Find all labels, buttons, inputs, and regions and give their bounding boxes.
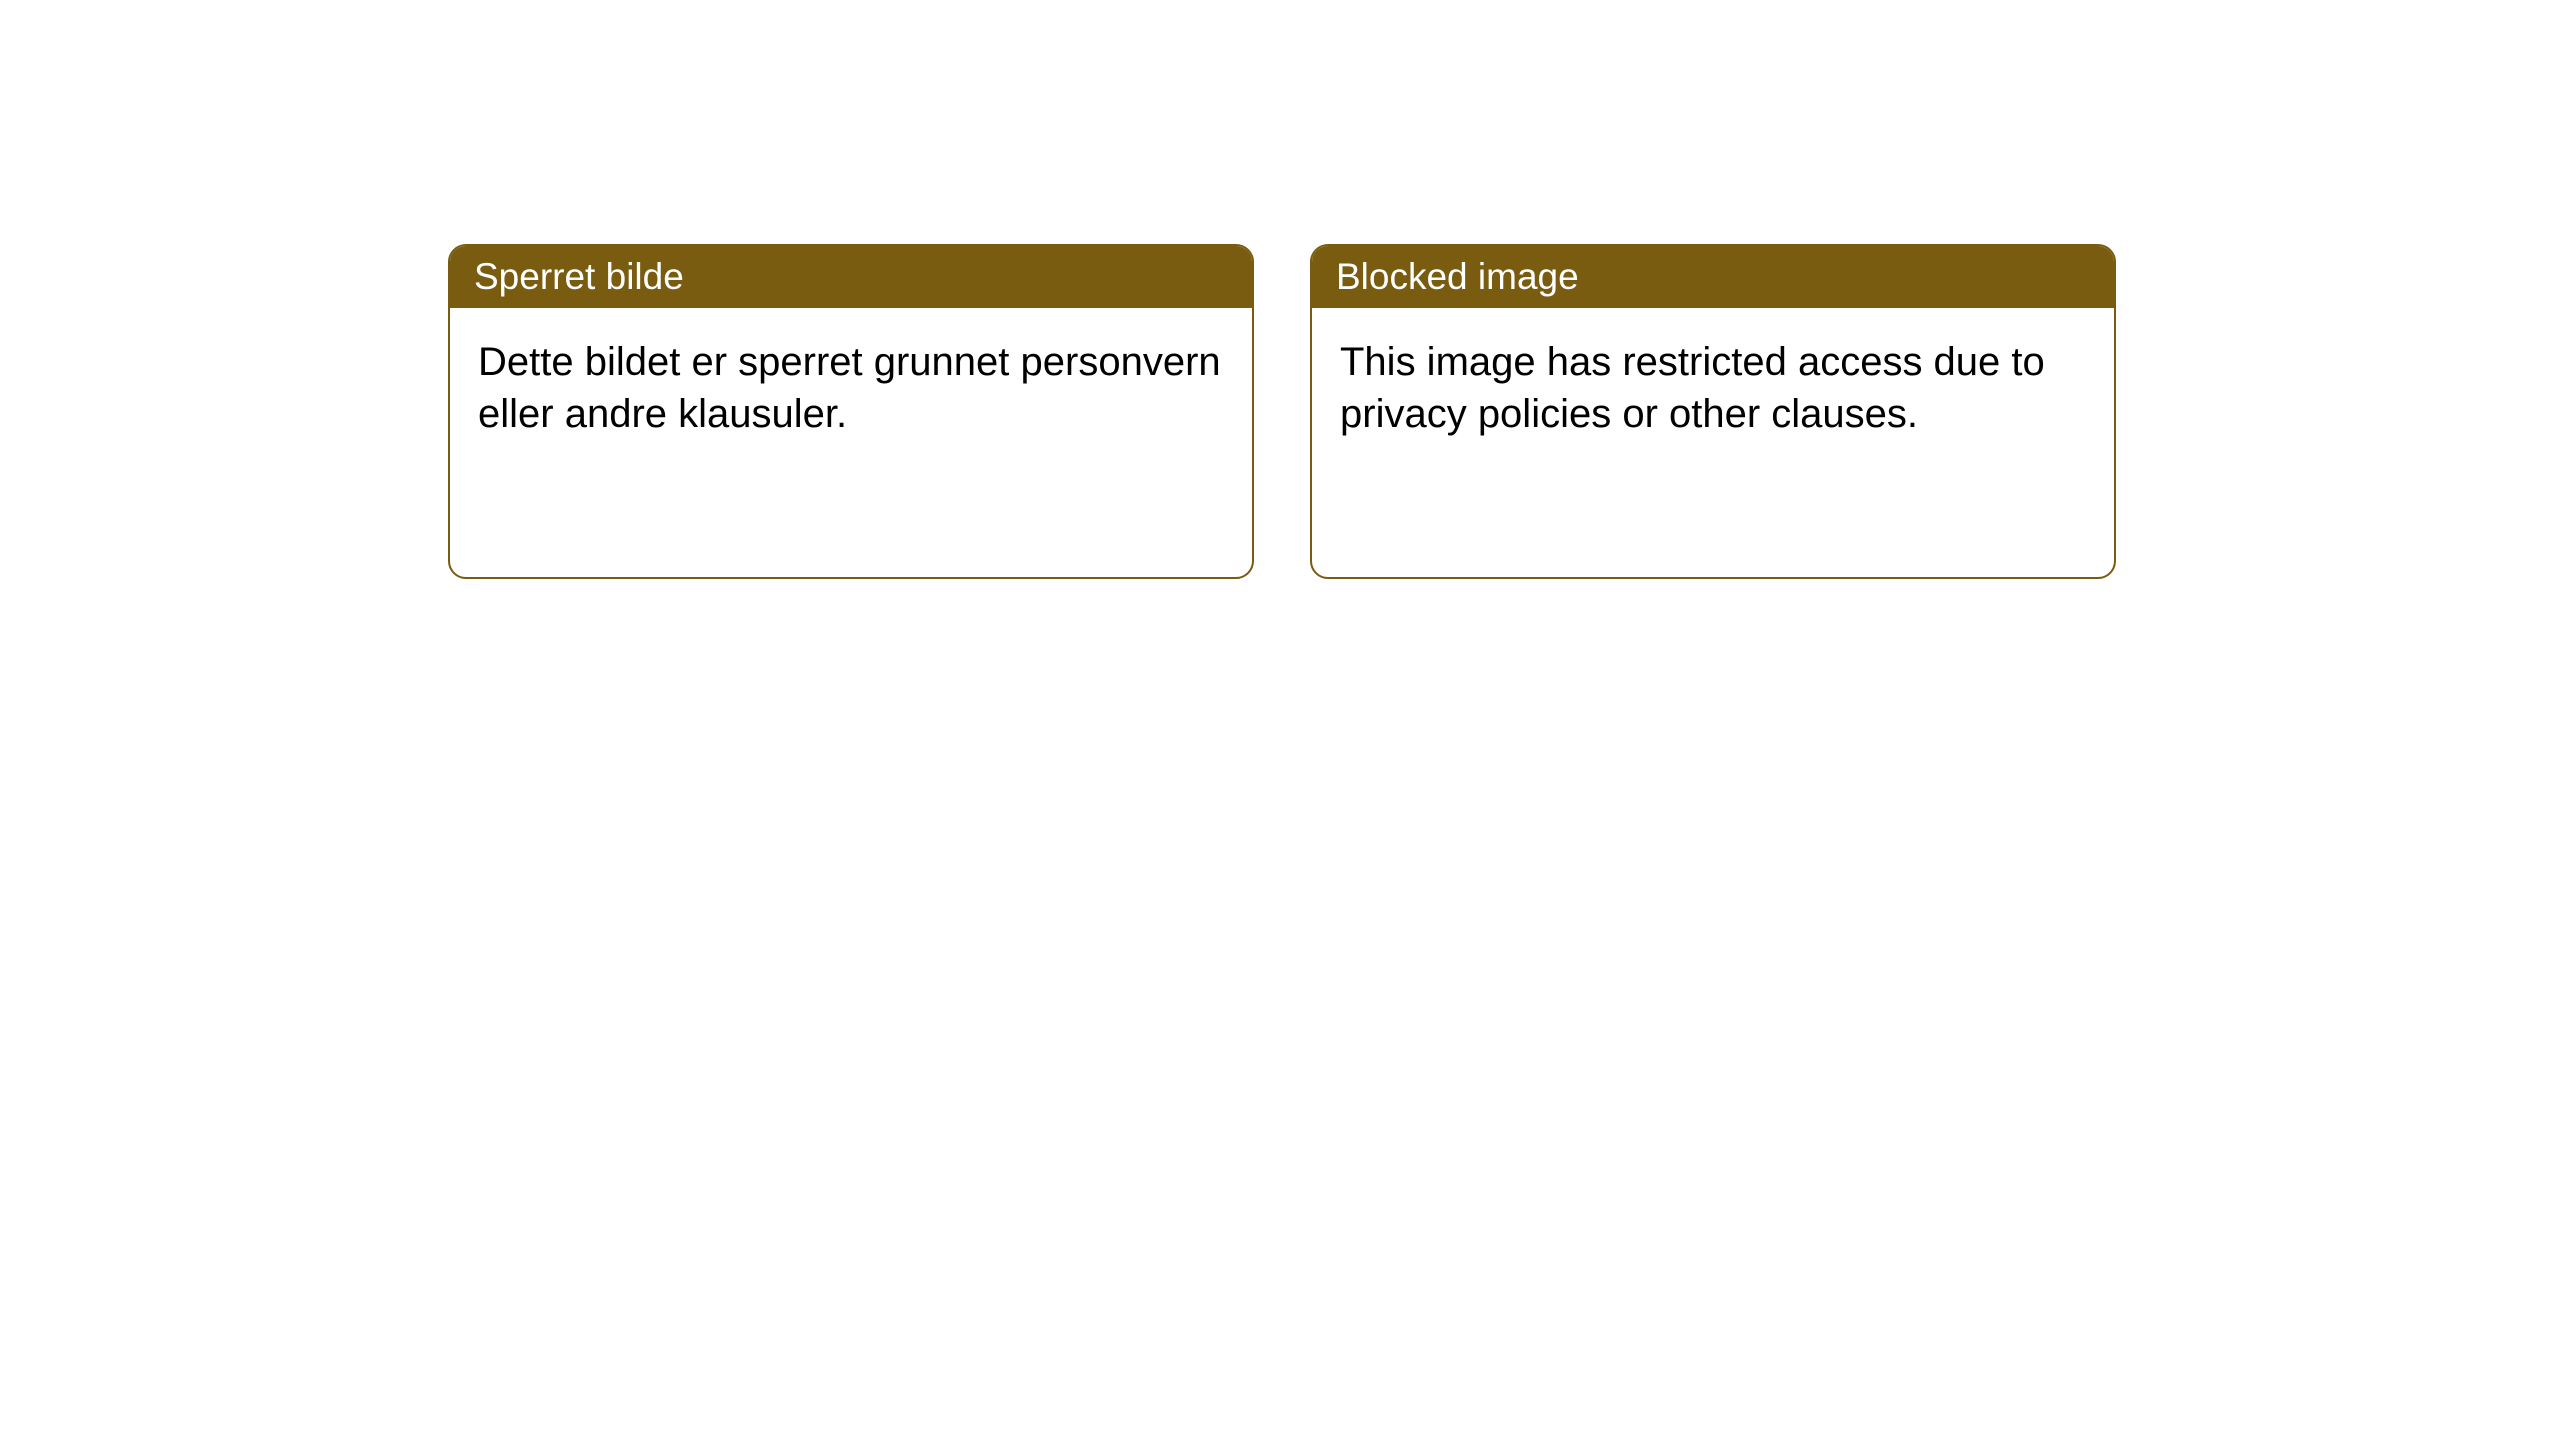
notice-container: Sperret bilde Dette bildet er sperret gr… — [0, 0, 2560, 579]
notice-card-norwegian: Sperret bilde Dette bildet er sperret gr… — [448, 244, 1254, 579]
notice-body-text: Dette bildet er sperret grunnet personve… — [478, 340, 1221, 436]
notice-header: Sperret bilde — [450, 246, 1252, 308]
notice-card-english: Blocked image This image has restricted … — [1310, 244, 2116, 579]
notice-header: Blocked image — [1312, 246, 2114, 308]
notice-body-text: This image has restricted access due to … — [1340, 340, 2045, 436]
notice-body: Dette bildet er sperret grunnet personve… — [450, 308, 1252, 468]
notice-title: Blocked image — [1336, 256, 1579, 297]
notice-title: Sperret bilde — [474, 256, 684, 297]
notice-body: This image has restricted access due to … — [1312, 308, 2114, 468]
